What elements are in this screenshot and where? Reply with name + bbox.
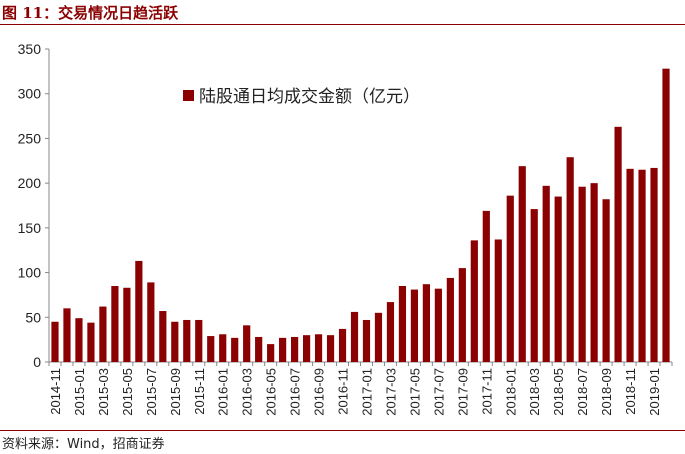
bar — [183, 319, 191, 362]
bar — [398, 285, 407, 362]
bar — [506, 195, 514, 362]
bar — [135, 260, 143, 362]
bar — [434, 288, 442, 362]
x-tick-label: 2019-01 — [647, 368, 662, 416]
bar — [602, 199, 610, 362]
bar — [482, 210, 490, 362]
bar — [662, 68, 670, 362]
bar — [638, 169, 646, 362]
bar — [362, 319, 371, 362]
bar — [650, 167, 658, 362]
y-tick-label: 0 — [33, 354, 41, 370]
bar — [231, 337, 239, 362]
x-tick-label: 2017-07 — [431, 368, 446, 416]
bar — [75, 318, 83, 362]
x-tick-label: 2015-07 — [144, 368, 159, 416]
bar — [159, 311, 167, 362]
bar — [171, 321, 179, 362]
x-tick-label: 2015-03 — [96, 368, 111, 416]
x-tick-label: 2016-01 — [216, 368, 231, 416]
x-tick-label: 2015-01 — [72, 368, 87, 416]
y-tick-label: 300 — [18, 86, 42, 102]
bar — [494, 239, 502, 362]
bar — [267, 344, 275, 362]
x-tick-label: 2016-07 — [288, 368, 303, 416]
bar — [219, 334, 227, 362]
bar — [578, 186, 586, 362]
x-tick-label: 2018-05 — [551, 368, 566, 416]
bar — [350, 311, 359, 362]
bar — [542, 185, 550, 362]
x-tick-label: 2018-01 — [503, 368, 518, 416]
bar — [243, 325, 251, 362]
y-tick-label: 50 — [25, 309, 41, 325]
bar — [195, 319, 203, 362]
bar — [99, 306, 107, 362]
bar — [458, 268, 466, 362]
x-tick-label: 2017-09 — [455, 368, 470, 416]
x-tick-label: 2014-11 — [48, 368, 63, 415]
bar — [51, 321, 59, 362]
figure-title: 图 11：交易情况日趋活跃 — [2, 4, 179, 22]
y-axis: 0 50 100 150 200 250 300 350 — [18, 41, 50, 370]
bar — [147, 282, 155, 362]
x-tick-label: 2017-03 — [383, 368, 398, 416]
bar — [554, 196, 562, 362]
bar — [314, 334, 323, 362]
bar — [590, 183, 598, 362]
bar — [386, 302, 395, 362]
bar — [123, 287, 131, 362]
y-tick-label: 200 — [18, 175, 42, 191]
x-tick-label: 2015-05 — [120, 368, 135, 416]
x-tick-label: 2016-11 — [336, 368, 351, 415]
bar — [326, 335, 335, 362]
source-divider — [0, 430, 685, 431]
bar — [446, 277, 454, 362]
bar — [422, 284, 430, 362]
legend-swatch — [183, 90, 194, 101]
bar — [530, 209, 538, 362]
y-tick-label: 350 — [18, 41, 42, 57]
bar — [374, 312, 383, 362]
x-tick-label: 2017-11 — [479, 368, 494, 415]
bar — [470, 240, 478, 362]
x-tick-label: 2015-09 — [168, 368, 183, 416]
bar — [291, 336, 299, 362]
bar — [518, 166, 526, 362]
bar-series — [51, 68, 670, 362]
legend-label: 陆股通日均成交金额（亿元） — [199, 87, 420, 106]
bar — [63, 308, 71, 362]
bar — [111, 285, 119, 362]
bar — [566, 157, 574, 362]
bar-chart: 0 50 100 150 200 250 300 350 2014-11 2015-01 2015… — [18, 41, 673, 416]
x-axis: 2014-11 2015-01 2015-03 2015-05 2015-07 2015-… — [48, 361, 673, 416]
legend: 陆股通日均成交金额（亿元） — [183, 87, 420, 106]
x-tick-label: 2017-05 — [407, 368, 422, 416]
x-tick-label: 2018-11 — [623, 368, 638, 415]
x-tick-label: 2018-03 — [527, 368, 542, 416]
bar — [338, 328, 347, 362]
x-tick-label: 2018-07 — [575, 368, 590, 416]
bar — [207, 336, 215, 362]
bar — [302, 335, 311, 362]
y-tick-label: 250 — [18, 130, 42, 146]
bar — [255, 336, 263, 362]
x-tick-label: 2016-05 — [264, 368, 279, 416]
x-tick-label: 2015-11 — [192, 368, 207, 415]
y-tick-label: 150 — [18, 220, 42, 236]
source-note: 资料来源：Wind，招商证券 — [2, 437, 165, 452]
x-tick-label: 2016-09 — [312, 368, 327, 416]
x-tick-label: 2018-09 — [599, 368, 614, 416]
bar — [87, 322, 95, 362]
x-tick-label: 2016-03 — [240, 368, 255, 416]
title-divider — [0, 24, 685, 25]
bar — [614, 126, 622, 362]
y-tick-label: 100 — [18, 265, 42, 281]
bar — [626, 168, 634, 362]
bar — [410, 289, 419, 362]
x-tick-label: 2017-01 — [359, 368, 374, 416]
bar — [279, 337, 287, 362]
